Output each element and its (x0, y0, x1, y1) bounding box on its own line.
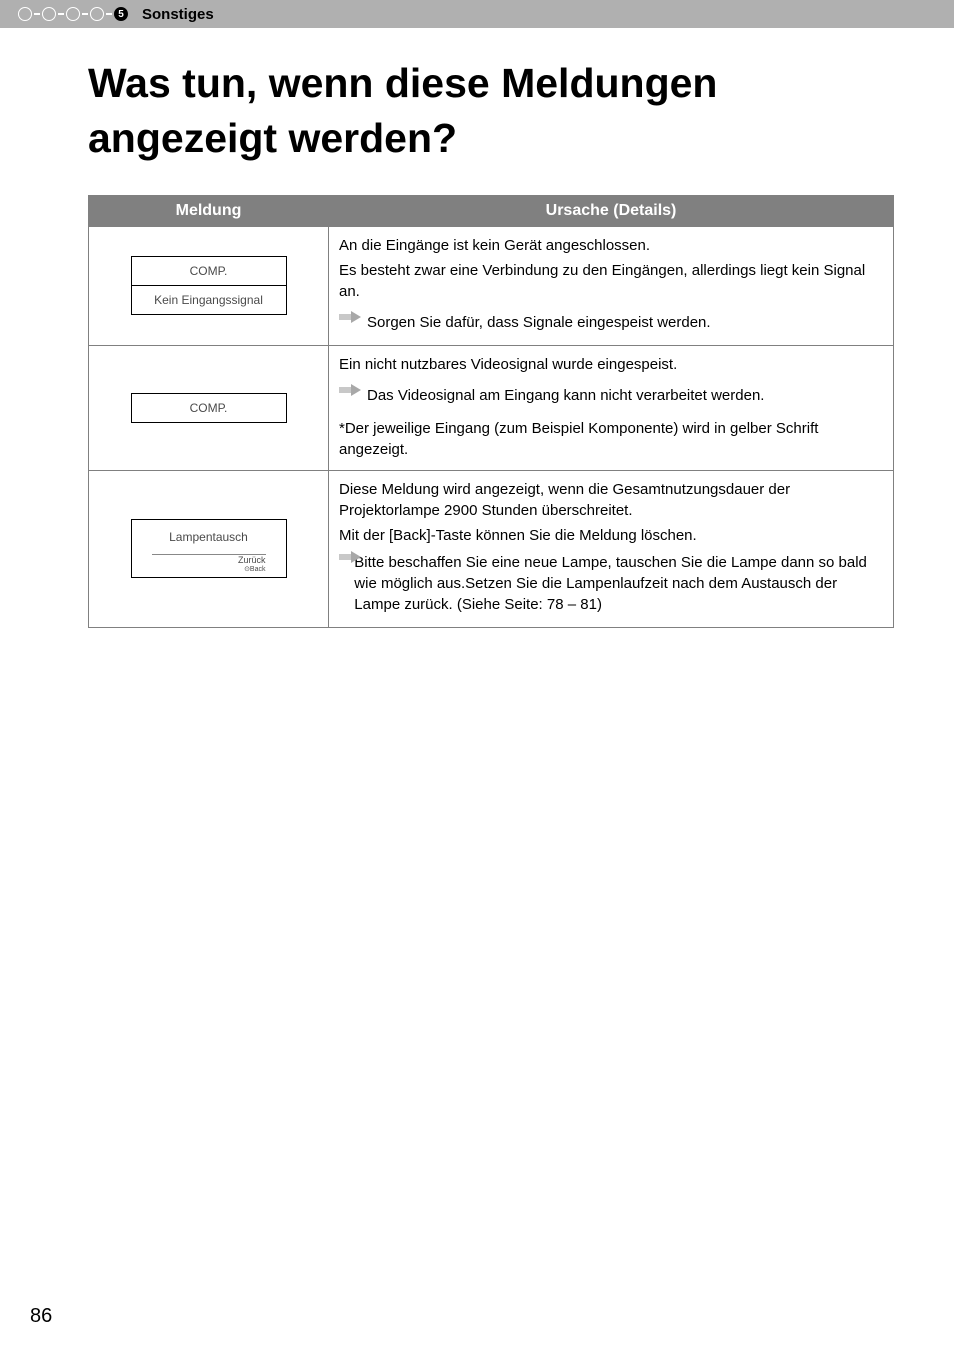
step-circle-2 (42, 7, 56, 21)
action-text: Sorgen Sie dafür, dass Signale eingespei… (367, 312, 711, 333)
table-row: COMP. Kein Eingangssignal An die Eingäng… (89, 226, 894, 345)
cell-meldung-1: COMP. Kein Eingangssignal (89, 226, 329, 345)
desc-text: Es besteht zwar eine Verbindung zu den E… (339, 260, 883, 302)
step-connector (82, 13, 88, 15)
action-text: Das Videosignal am Eingang kann nicht ve… (367, 385, 764, 406)
message-box-lamp: Lampentausch Zurück ⊙Back (131, 519, 287, 578)
header-bar: 5 Sonstiges (0, 0, 954, 28)
step-connector (106, 13, 112, 15)
message-box-bottom: Kein Eingangssignal (132, 286, 286, 314)
desc-text: Ein nicht nutzbares Videosignal wurde ei… (339, 354, 883, 375)
cell-ursache-2: Ein nicht nutzbares Videosignal wurde ei… (329, 345, 894, 470)
lamp-box-sub: Zurück (152, 554, 266, 566)
action-line: Bitte beschaffen Sie eine neue Lampe, ta… (339, 552, 883, 615)
page-title: Was tun, wenn diese Meldungen angezeigt … (88, 56, 894, 167)
content-area: Was tun, wenn diese Meldungen angezeigt … (0, 28, 954, 628)
table-row: Lampentausch Zurück ⊙Back Diese Meldung … (89, 470, 894, 627)
page-number: 86 (30, 1305, 52, 1328)
step-circle-1 (18, 7, 32, 21)
message-box-comp: COMP. (131, 393, 287, 423)
desc-text: An die Eingänge ist kein Gerät angeschlo… (339, 235, 883, 256)
lamp-box-title: Lampentausch (152, 530, 266, 544)
arrow-icon (339, 385, 361, 395)
action-line: Sorgen Sie dafür, dass Signale eingespei… (339, 312, 883, 333)
cell-meldung-2: COMP. (89, 345, 329, 470)
note-text: *Der jeweilige Eingang (zum Beispiel Kom… (339, 418, 883, 460)
step-connector (34, 13, 40, 15)
step-indicator: 5 (18, 7, 128, 21)
cell-ursache-3: Diese Meldung wird angezeigt, wenn die G… (329, 470, 894, 627)
message-box-top: COMP. (132, 257, 286, 286)
cell-meldung-3: Lampentausch Zurück ⊙Back (89, 470, 329, 627)
step-circle-4 (90, 7, 104, 21)
header-ursache: Ursache (Details) (329, 195, 894, 226)
header-meldung: Meldung (89, 195, 329, 226)
section-label: Sonstiges (142, 6, 214, 23)
desc-text: Diese Meldung wird angezeigt, wenn die G… (339, 479, 883, 521)
message-box-no-signal: COMP. Kein Eingangssignal (131, 256, 287, 315)
cell-ursache-1: An die Eingänge ist kein Gerät angeschlo… (329, 226, 894, 345)
step-circle-3 (66, 7, 80, 21)
table-row: COMP. Ein nicht nutzbares Videosignal wu… (89, 345, 894, 470)
messages-table: Meldung Ursache (Details) COMP. Kein Ein… (88, 195, 894, 628)
table-header-row: Meldung Ursache (Details) (89, 195, 894, 226)
step-circle-5-active: 5 (114, 7, 128, 21)
arrow-icon (339, 312, 361, 322)
action-text: Bitte beschaffen Sie eine neue Lampe, ta… (354, 552, 883, 615)
lamp-box-sub2: ⊙Back (152, 566, 266, 573)
arrow-icon (339, 552, 348, 562)
action-line: Das Videosignal am Eingang kann nicht ve… (339, 385, 883, 406)
step-connector (58, 13, 64, 15)
desc-text: Mit der [Back]-Taste können Sie die Meld… (339, 525, 883, 546)
